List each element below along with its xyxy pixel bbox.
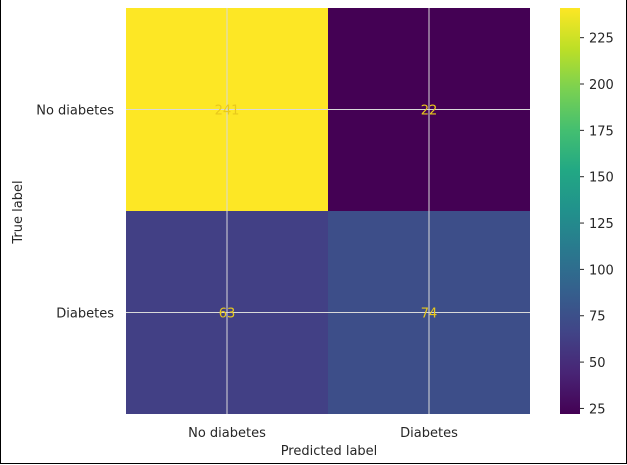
x-tick-label: Diabetes: [400, 426, 458, 441]
cell-value-label: 22: [421, 104, 438, 119]
y-tick-label: No diabetes: [36, 104, 114, 119]
grid-lines: [126, 8, 530, 414]
cell-value-labels: 241 22 63 74: [215, 104, 438, 322]
colorbar-tick-label: 25: [589, 402, 606, 417]
colorbar-ticks: 25 50 75 100 125 150 175 200 225: [580, 32, 614, 417]
cell-value-label: 74: [421, 307, 438, 322]
colorbar-tick-label: 225: [589, 32, 614, 47]
cell-value-label: 241: [215, 104, 240, 119]
colorbar: [560, 8, 580, 414]
colorbar-tick-label: 50: [589, 356, 606, 371]
y-axis-label: True label: [11, 180, 26, 244]
y-tick-label: Diabetes: [56, 307, 114, 322]
colorbar-tick-label: 175: [589, 124, 614, 139]
colorbar-tick-label: 150: [589, 171, 614, 186]
colorbar-tick-label: 125: [589, 217, 614, 232]
x-axis-label: Predicted label: [281, 444, 378, 459]
colorbar-tick-label: 75: [589, 310, 606, 325]
colorbar-tick-label: 100: [589, 263, 614, 278]
x-tick-label: No diabetes: [188, 426, 266, 441]
y-axis-ticks: No diabetes Diabetes: [36, 104, 114, 322]
cell-value-label: 63: [219, 307, 236, 322]
colorbar-tick-label: 200: [589, 78, 614, 93]
heatmap-cells: [126, 8, 530, 414]
x-axis-ticks: No diabetes Diabetes: [188, 426, 458, 441]
